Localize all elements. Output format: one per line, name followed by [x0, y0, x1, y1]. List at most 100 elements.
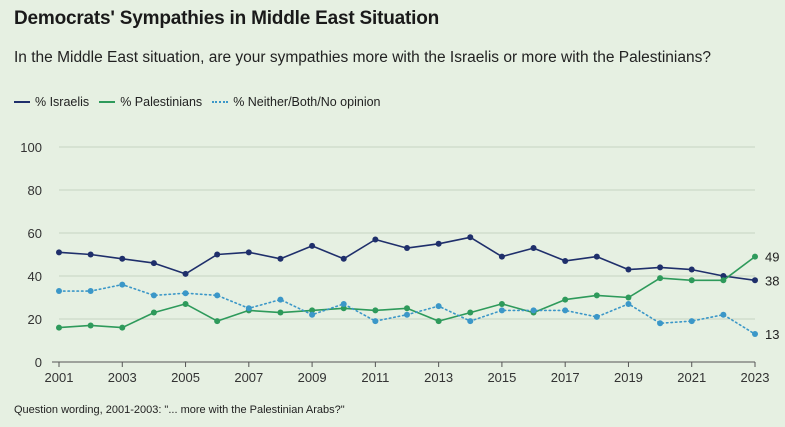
- legend-swatch-neither: [212, 101, 229, 103]
- data-point: [87, 322, 94, 329]
- data-point: [625, 294, 632, 301]
- x-tick-label: 2017: [551, 370, 580, 385]
- data-point: [309, 311, 316, 318]
- label-layer: 38 49 13: [765, 250, 779, 342]
- data-point: [56, 288, 62, 295]
- x-tick-label: 2003: [108, 370, 137, 385]
- series-layer: [56, 234, 758, 338]
- x-tick-label: 2019: [614, 370, 643, 385]
- legend-swatch-israelis: [14, 101, 30, 103]
- data-point: [752, 331, 758, 338]
- legend-label-israelis: % Israelis: [35, 95, 90, 109]
- data-point: [182, 290, 189, 297]
- data-point: [87, 288, 94, 295]
- data-point: [56, 249, 62, 256]
- data-point: [119, 324, 126, 331]
- legend-item-neither: % Neither/Both/No opinion: [212, 95, 381, 109]
- data-point: [340, 300, 347, 307]
- data-point: [309, 242, 316, 249]
- x-tick-label: 2005: [171, 370, 200, 385]
- legend-item-palestinians: % Palestinians: [99, 95, 202, 109]
- data-point: [245, 249, 252, 256]
- x-tick-label: 2007: [234, 370, 263, 385]
- data-point: [214, 251, 221, 258]
- y-tick-label: 20: [28, 312, 42, 327]
- end-value-label: 38: [765, 273, 779, 288]
- y-tick-label: 60: [28, 226, 42, 241]
- data-point: [625, 300, 632, 307]
- x-tick-label: 2021: [677, 370, 706, 385]
- legend-swatch-palestinians: [99, 101, 116, 103]
- data-point: [498, 300, 505, 307]
- y-tick-label: 100: [20, 140, 42, 155]
- data-point: [404, 311, 410, 318]
- data-point: [498, 253, 505, 260]
- data-point: [340, 305, 347, 312]
- data-point: [752, 253, 758, 260]
- axis-layer: 0 20 40 60 80 100 2001 2003 2005 2007 2009 2011 2013…: [20, 140, 769, 385]
- y-tick-label: 40: [28, 269, 42, 284]
- data-point: [309, 307, 316, 314]
- x-tick-label: 2009: [298, 370, 327, 385]
- x-tick-label: 2011: [361, 370, 389, 385]
- data-point: [720, 277, 727, 284]
- footnote: Question wording, 2001-2003: "... more w…: [14, 404, 345, 416]
- data-point: [277, 309, 284, 316]
- end-value-label: 49: [765, 250, 779, 265]
- data-point: [688, 266, 695, 273]
- data-point: [752, 277, 758, 284]
- data-point: [372, 236, 379, 243]
- data-point: [435, 318, 442, 325]
- data-point: [467, 309, 474, 316]
- x-tick-label: 2015: [487, 370, 516, 385]
- data-point: [56, 324, 62, 331]
- data-point: [562, 296, 569, 303]
- legend: % Israelis % Palestinians % Neither/Both…: [14, 95, 391, 109]
- data-point: [150, 292, 157, 299]
- data-point: [657, 275, 664, 282]
- data-point: [277, 296, 284, 303]
- data-point: [593, 253, 600, 260]
- data-point: [720, 311, 727, 318]
- legend-item-israelis: % Israelis: [14, 95, 89, 109]
- series-line-0: [58, 236, 756, 282]
- chart-subtitle: In the Middle East situation, are your s…: [14, 49, 711, 66]
- legend-label-palestinians: % Palestinians: [120, 95, 203, 109]
- data-point: [119, 255, 126, 262]
- data-point: [530, 245, 537, 252]
- data-point: [214, 318, 221, 325]
- data-point: [593, 292, 600, 299]
- data-point: [119, 281, 126, 288]
- data-point: [562, 307, 569, 314]
- grid-layer: [59, 146, 755, 320]
- x-tick-label: 2023: [741, 370, 770, 385]
- data-point: [530, 307, 537, 314]
- x-tick-label: 2001: [45, 370, 74, 385]
- data-point: [87, 251, 94, 258]
- data-point: [467, 318, 474, 325]
- data-point: [435, 240, 442, 247]
- chart-title: Democrats' Sympathies in Middle East Sit…: [14, 8, 440, 29]
- y-tick-label: 0: [35, 355, 42, 370]
- data-point: [404, 305, 410, 312]
- data-point: [150, 260, 157, 267]
- data-point: [245, 305, 252, 312]
- data-point: [688, 277, 695, 284]
- data-point: [657, 320, 664, 327]
- data-point: [498, 307, 505, 314]
- data-point: [435, 303, 442, 310]
- data-point: [150, 309, 157, 316]
- x-tick-label: 2013: [424, 370, 453, 385]
- data-point: [593, 313, 600, 320]
- legend-label-neither: % Neither/Both/No opinion: [233, 95, 381, 109]
- end-value-label: 13: [765, 327, 779, 342]
- data-point: [182, 300, 189, 307]
- data-point: [688, 318, 695, 325]
- data-point: [562, 257, 569, 264]
- data-point: [340, 255, 347, 262]
- data-point: [404, 245, 410, 252]
- y-tick-label: 80: [28, 183, 42, 198]
- data-point: [467, 234, 474, 241]
- data-point: [372, 307, 379, 314]
